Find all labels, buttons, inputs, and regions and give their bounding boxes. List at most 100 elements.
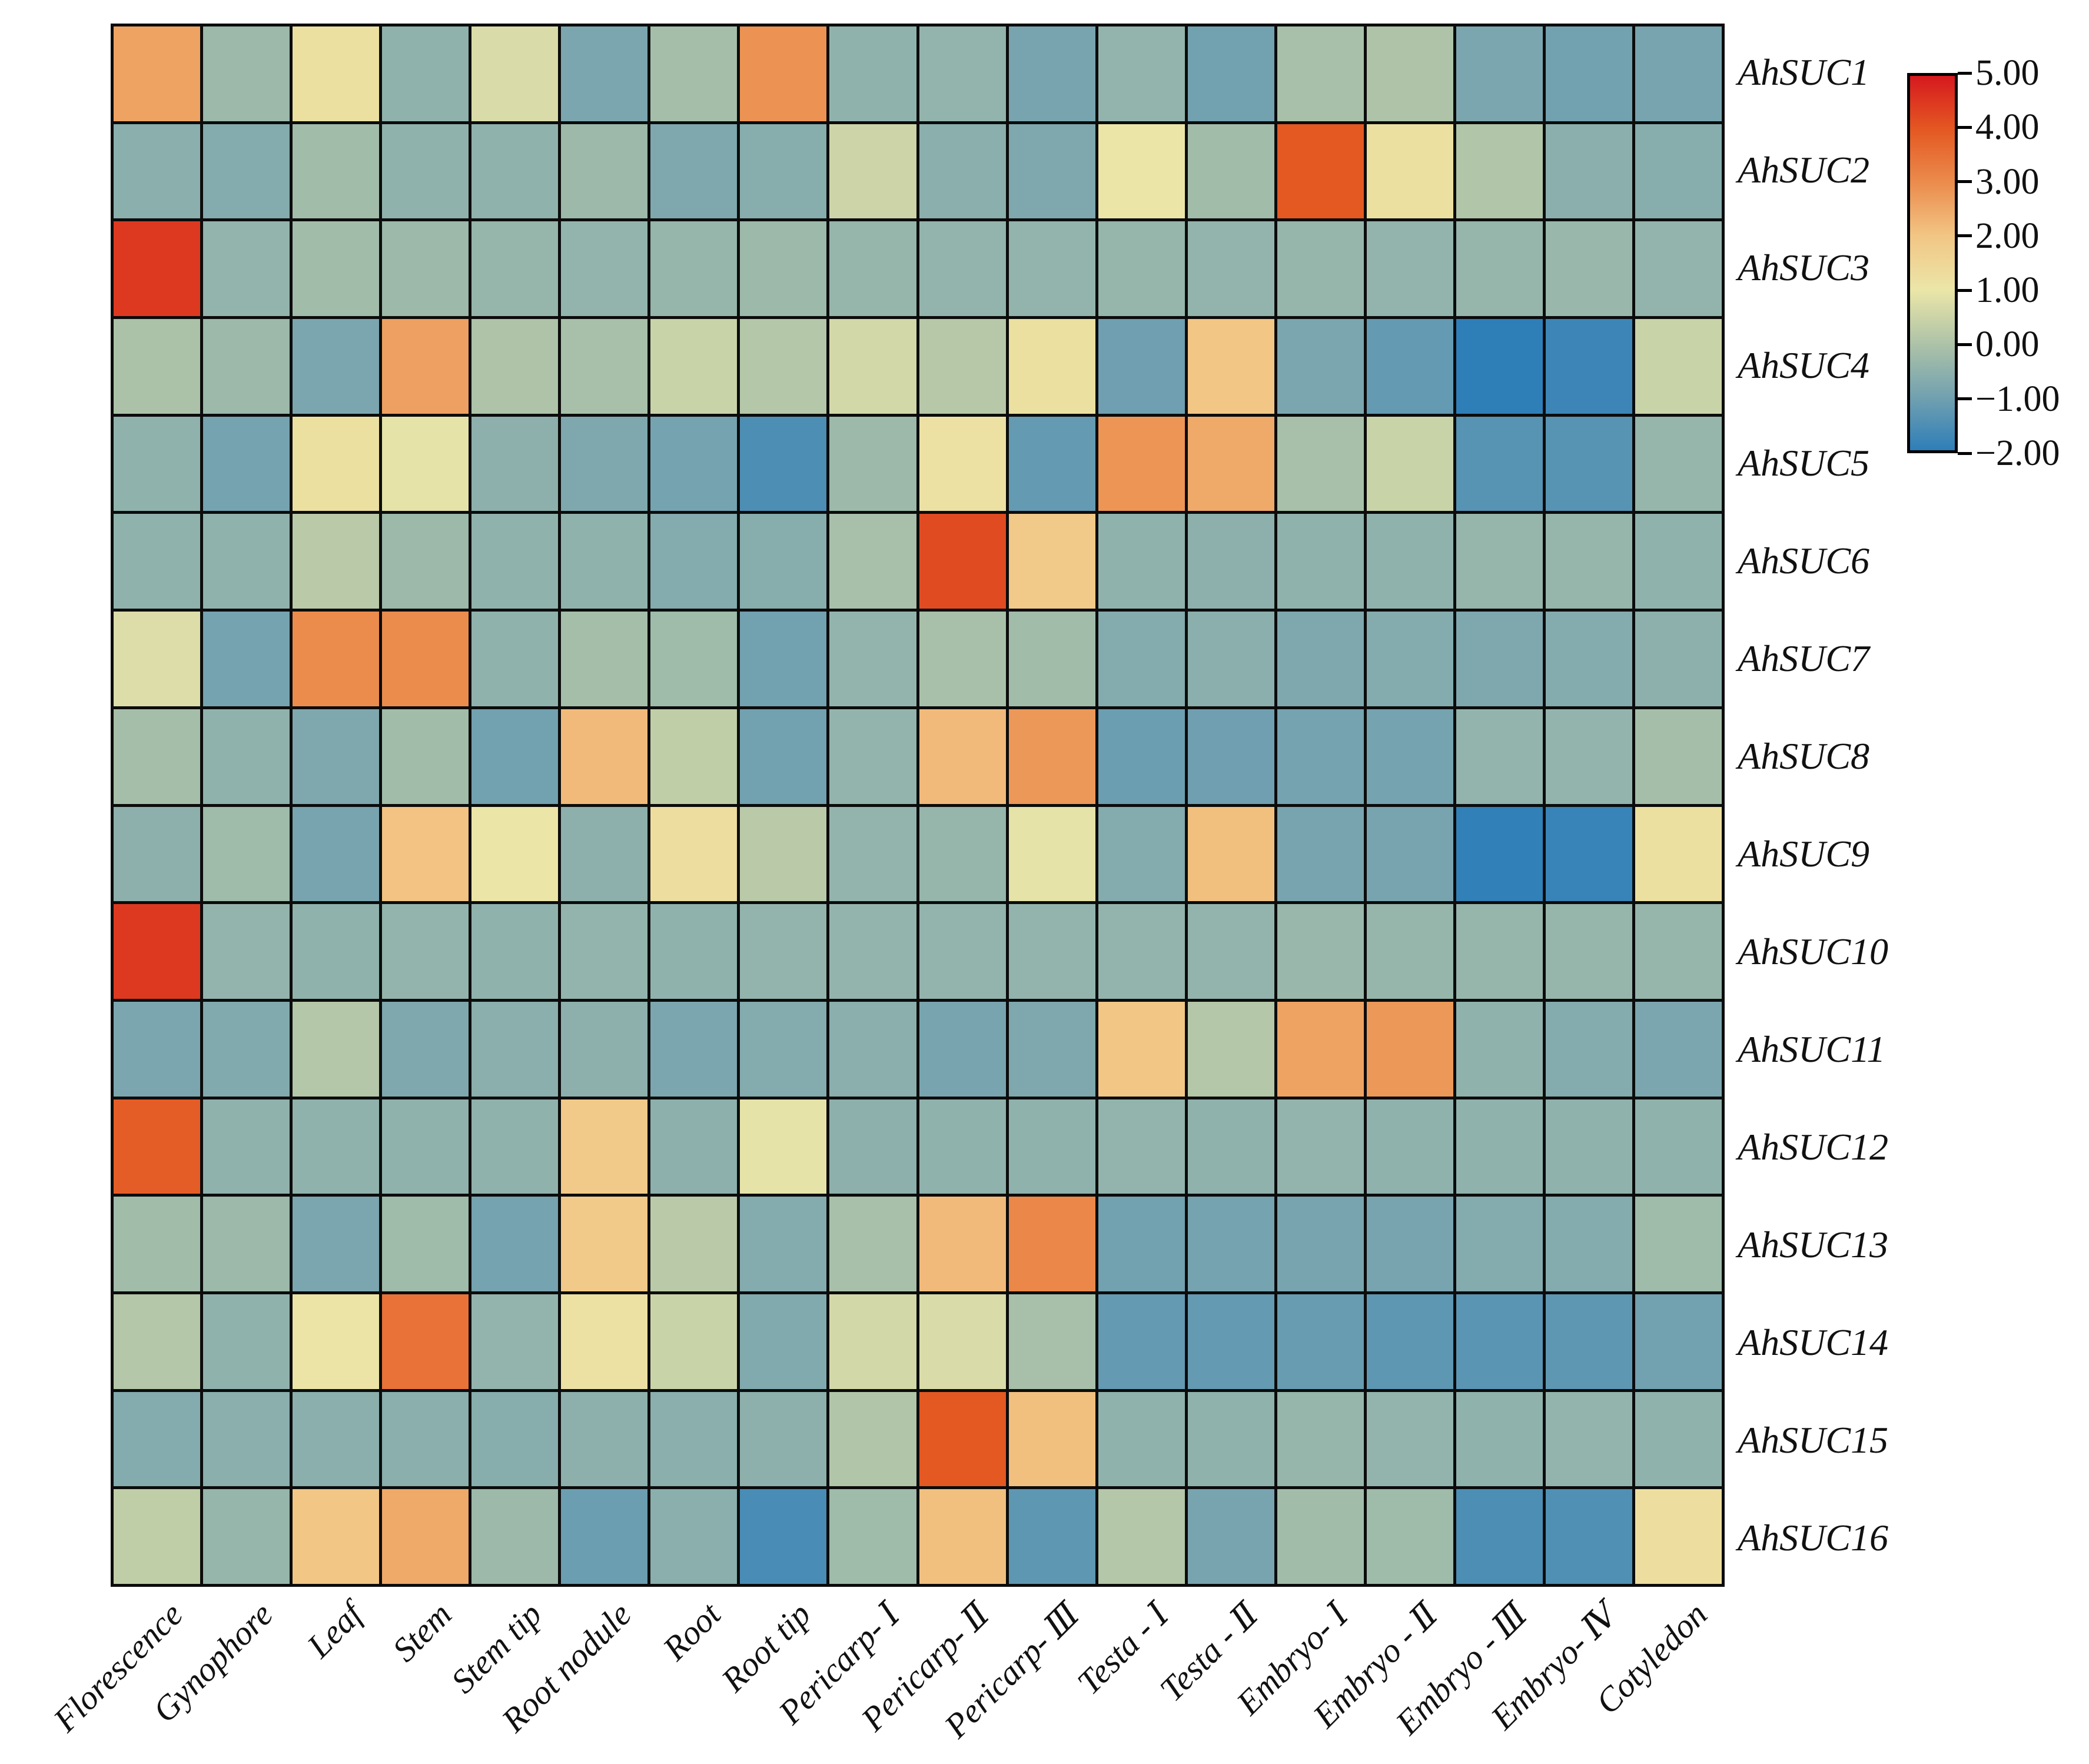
heatmap-cell (1545, 319, 1632, 414)
heatmap-cell (829, 319, 916, 414)
colorbar-tick-icon (1958, 180, 1972, 184)
colorbar-tick-icon (1958, 234, 1972, 238)
heatmap-cell (1456, 416, 1543, 511)
heatmap-cell (740, 904, 827, 999)
heatmap-cell (471, 319, 559, 414)
heatmap-cell (1098, 221, 1185, 317)
heatmap-cell (1008, 416, 1095, 511)
heatmap-cell (1366, 806, 1453, 902)
heatmap-cell (1545, 1197, 1632, 1291)
heatmap-cell (293, 124, 380, 219)
heatmap-cell (1098, 1391, 1185, 1487)
heatmap-cell (561, 1001, 648, 1097)
heatmap-cell (203, 416, 290, 511)
heatmap-cell (382, 221, 469, 317)
heatmap-cell (1635, 514, 1722, 609)
heatmap-cell (382, 1489, 469, 1584)
heatmap-cell (203, 1099, 290, 1194)
heatmap-cell (1635, 904, 1722, 999)
heatmap-cell (1366, 1489, 1453, 1584)
heatmap-cell (1456, 709, 1543, 804)
heatmap-cell (1277, 124, 1364, 219)
heatmap-cell (650, 806, 738, 902)
heatmap-cell (1277, 1099, 1364, 1194)
heatmap-cell (1635, 124, 1722, 219)
heatmap-cell (1456, 1391, 1543, 1487)
heatmap-cell (293, 416, 380, 511)
heatmap-cell (1277, 1197, 1364, 1291)
heatmap-cell (1456, 1489, 1543, 1584)
heatmap-cell (203, 1294, 290, 1389)
heatmap-cell (740, 1001, 827, 1097)
heatmap-cell (1545, 416, 1632, 511)
heatmap-cell (114, 904, 201, 999)
heatmap-cell (1545, 806, 1632, 902)
heatmap-cell (1366, 904, 1453, 999)
heatmap-cell (114, 709, 201, 804)
heatmap-cell (1008, 319, 1095, 414)
heatmap-cell (561, 124, 648, 219)
heatmap-cell (561, 1391, 648, 1487)
heatmap-cell (114, 26, 201, 121)
row-label: AhSUC8 (1738, 735, 1869, 777)
heatmap-cell (829, 709, 916, 804)
heatmap-cell (919, 904, 1006, 999)
heatmap-cell (1098, 904, 1185, 999)
heatmap-cell (1008, 806, 1095, 902)
heatmap-cell (1277, 904, 1364, 999)
heatmap-cell (1456, 1294, 1543, 1389)
heatmap-cell (919, 319, 1006, 414)
heatmap-cell (203, 806, 290, 902)
heatmap-cell (1366, 514, 1453, 609)
heatmap-cell (1187, 1489, 1274, 1584)
heatmap-cell (561, 612, 648, 706)
heatmap-cell (919, 1001, 1006, 1097)
heatmap-cell (1187, 1197, 1274, 1291)
heatmap-cell (829, 1099, 916, 1194)
heatmap-cell (471, 806, 559, 902)
heatmap-cell (471, 26, 559, 121)
heatmap-cell (650, 1197, 738, 1291)
heatmap-cell (1187, 904, 1274, 999)
heatmap-cell (1187, 1294, 1274, 1389)
heatmap-cell (471, 1197, 559, 1291)
heatmap-cell (293, 1294, 380, 1389)
heatmap-cell (650, 514, 738, 609)
heatmap-cell (829, 806, 916, 902)
heatmap-cell (382, 514, 469, 609)
heatmap-cell (203, 1489, 290, 1584)
heatmap-cell (471, 709, 559, 804)
heatmap-cell (1187, 319, 1274, 414)
heatmap-cell (1635, 1489, 1722, 1584)
heatmap-cell (114, 806, 201, 902)
heatmap-cell (829, 904, 916, 999)
heatmap-cell (293, 612, 380, 706)
heatmap-cell (1545, 514, 1632, 609)
colorbar-tick-label: 4.00 (1975, 107, 2040, 148)
heatmap-cell (561, 1489, 648, 1584)
heatmap-cell (293, 709, 380, 804)
heatmap-cell (203, 1197, 290, 1291)
row-label: AhSUC9 (1738, 833, 1869, 875)
heatmap-cell (1366, 416, 1453, 511)
heatmap-cell (1635, 319, 1722, 414)
heatmap-cell (203, 221, 290, 317)
heatmap-cell (1366, 319, 1453, 414)
heatmap-cell (1545, 221, 1632, 317)
heatmap-cell (919, 1197, 1006, 1291)
heatmap-cell (1635, 221, 1722, 317)
heatmap-cell (1008, 1489, 1095, 1584)
heatmap-cell (829, 612, 916, 706)
heatmap-cell (382, 416, 469, 511)
heatmap-cell (114, 1391, 201, 1487)
heatmap-cell (1456, 1197, 1543, 1291)
heatmap-cell (919, 1099, 1006, 1194)
heatmap-cell (293, 806, 380, 902)
heatmap-cell (203, 709, 290, 804)
heatmap-cell (1635, 806, 1722, 902)
heatmap-cell (561, 1294, 648, 1389)
heatmap-cell (740, 514, 827, 609)
heatmap-cell (471, 1099, 559, 1194)
heatmap-cell (203, 514, 290, 609)
